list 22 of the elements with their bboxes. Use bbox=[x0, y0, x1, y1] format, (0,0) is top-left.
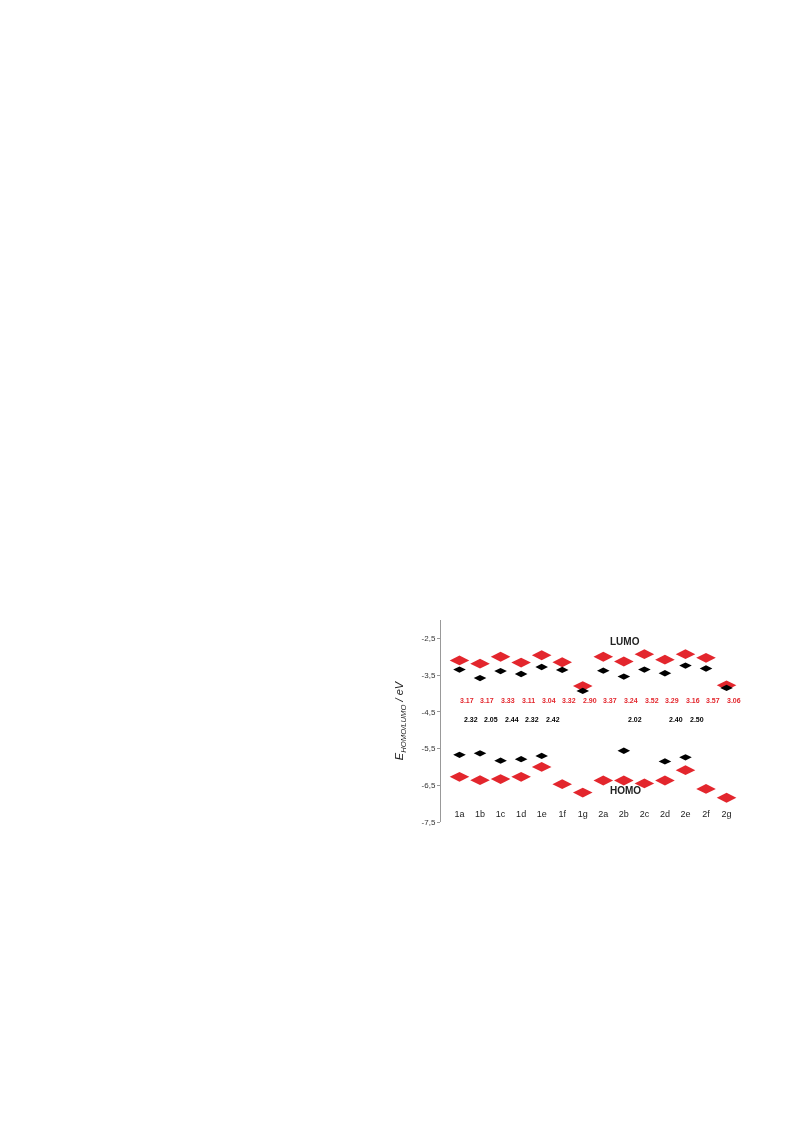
x-tick-label: 2a bbox=[598, 808, 609, 819]
x-tick-label: 2f bbox=[702, 808, 711, 819]
x-tick-label: 1c bbox=[495, 808, 506, 819]
x-tick-label: 1a bbox=[454, 808, 465, 819]
annotation: LUMO bbox=[610, 636, 640, 647]
y-tick-label: -2,5 bbox=[421, 634, 436, 644]
x-tick-label: 1g bbox=[577, 808, 588, 819]
x-tick-label: 2d bbox=[659, 808, 670, 819]
x-tick-label: 2c bbox=[639, 808, 650, 819]
x-tick-label: 2g bbox=[721, 808, 732, 819]
y-tick-label: -3,5 bbox=[421, 670, 436, 680]
y-tick-label: -6,5 bbox=[421, 781, 436, 791]
y-tick-label: -5,5 bbox=[421, 744, 436, 754]
x-tick-label: 1b bbox=[475, 808, 486, 819]
x-tick-label: 1d bbox=[516, 808, 527, 819]
x-tick-label: 1e bbox=[536, 808, 547, 819]
x-tick-label: 1f bbox=[558, 808, 567, 819]
y-tick-label: -4,5 bbox=[421, 707, 436, 717]
x-tick-label: 2e bbox=[680, 808, 691, 819]
x-tick-label: 2b bbox=[618, 808, 629, 819]
y-tick-label: -7,5 bbox=[421, 817, 436, 827]
annotation: HOMO bbox=[610, 785, 642, 796]
